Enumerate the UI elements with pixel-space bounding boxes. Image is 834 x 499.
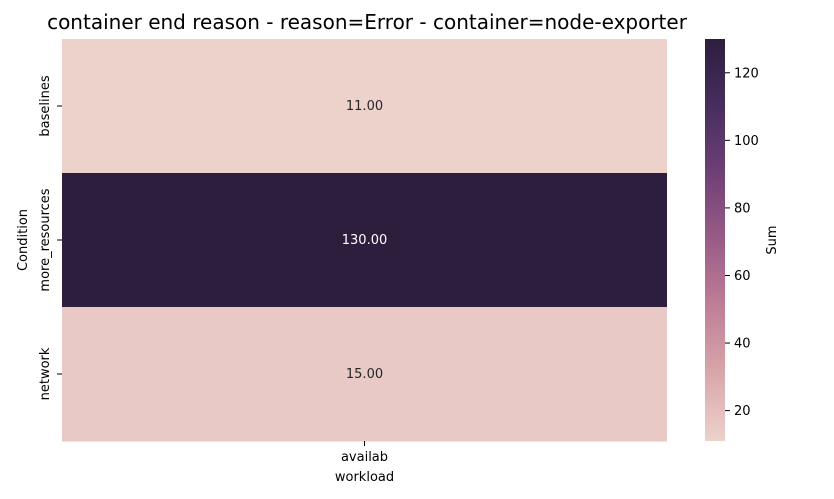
y-tick-label: more_resources bbox=[38, 188, 53, 291]
y-tick-label: network bbox=[38, 347, 53, 400]
cell-value-label: 11.00 bbox=[346, 99, 383, 114]
colorbar-label: Sum bbox=[765, 225, 780, 254]
chart-title: container end reason - reason=Error - co… bbox=[47, 10, 687, 34]
colorbar-tick-label: 20 bbox=[734, 404, 751, 419]
x-axis-label: workload bbox=[335, 470, 394, 485]
cell-value-label: 130.00 bbox=[342, 233, 388, 248]
heatmap-cell bbox=[62, 307, 667, 442]
cell-value-label: 15.00 bbox=[346, 367, 383, 382]
colorbar-tick-label: 40 bbox=[734, 337, 751, 352]
heatmap-cell bbox=[62, 173, 667, 308]
colorbar bbox=[705, 39, 725, 441]
y-axis-label: Condition bbox=[16, 209, 31, 271]
y-tick-label: baselines bbox=[38, 75, 53, 136]
colorbar-tick-label: 80 bbox=[734, 201, 751, 216]
colorbar-tick-label: 60 bbox=[734, 269, 751, 284]
heatmap-cell bbox=[62, 39, 667, 174]
colorbar-tick-label: 120 bbox=[734, 66, 759, 81]
x-tick-label: availab bbox=[341, 450, 388, 465]
colorbar-tick-label: 100 bbox=[734, 134, 759, 149]
